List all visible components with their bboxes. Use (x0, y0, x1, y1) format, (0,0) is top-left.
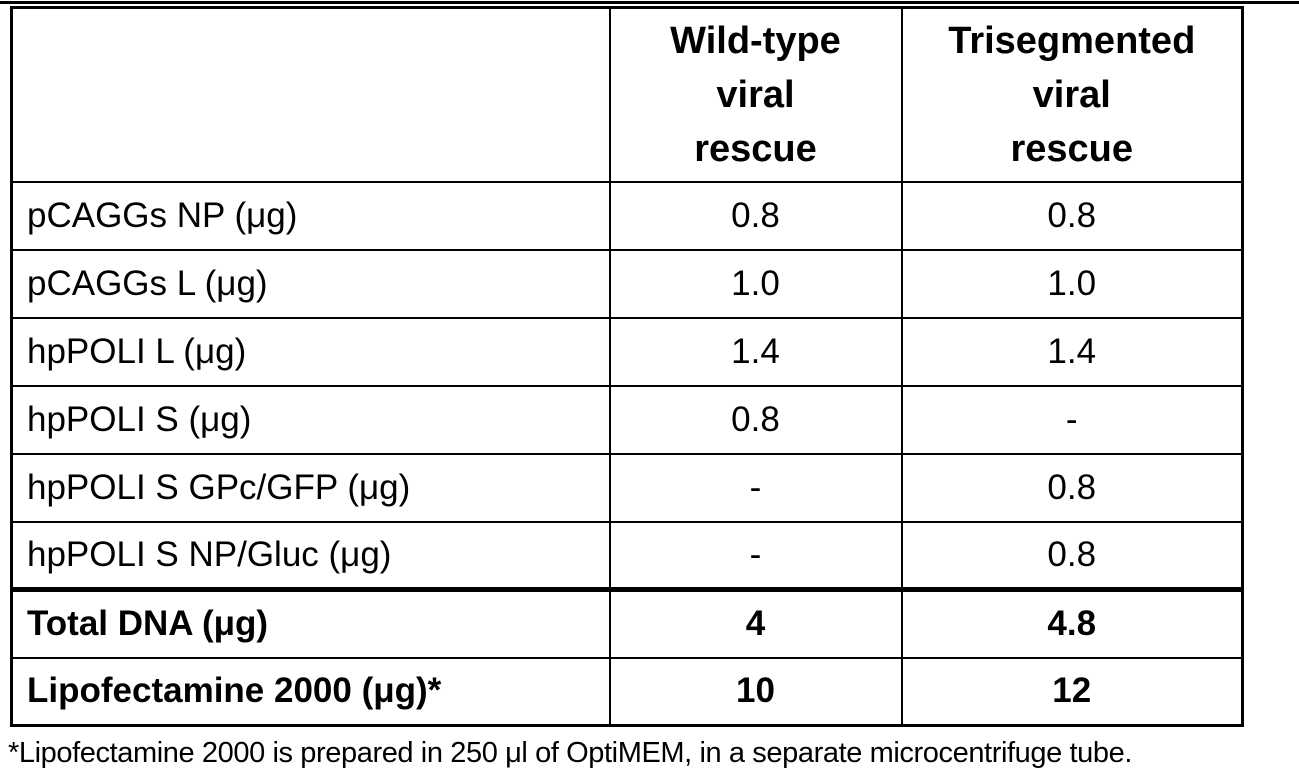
transfection-mix-table: Wild-type viral rescue Trisegmented vira… (10, 6, 1244, 727)
row-label: hpPOLI L (μg) (10, 316, 611, 387)
table-header-row: Wild-type viral rescue Trisegmented vira… (10, 6, 1244, 183)
header-line: rescue (1010, 127, 1134, 170)
table-row-total-dna: Total DNA (μg) 4 4.8 (10, 587, 1244, 659)
table-row-hppoli-s-np-gluc: hpPOLI S NP/Gluc (μg) - 0.8 (10, 520, 1244, 591)
header-line: Trisegmented (948, 19, 1196, 62)
table-row-pcaggs-np: pCAGGs NP (μg) 0.8 0.8 (10, 180, 1244, 251)
table-footnote: *Lipofectamine 2000 is prepared in 250 μ… (8, 737, 1133, 769)
wild-type-value: 0.8 (608, 384, 903, 455)
trisegmented-value: 0.8 (900, 520, 1244, 591)
header-line: viral (716, 73, 795, 116)
trisegmented-value: - (900, 384, 1244, 455)
trisegmented-value: 1.0 (900, 248, 1244, 319)
table-row-pcaggs-l: pCAGGs L (μg) 1.0 1.0 (10, 248, 1244, 319)
row-label: Total DNA (μg) (10, 587, 611, 659)
trisegmented-value: 0.8 (900, 180, 1244, 251)
wild-type-value: - (608, 452, 903, 523)
table-header-trisegmented: Trisegmented viral rescue (900, 6, 1244, 183)
table-row-hppoli-l: hpPOLI L (μg) 1.4 1.4 (10, 316, 1244, 387)
row-label: Lipofectamine 2000 (μg)* (10, 656, 611, 727)
wild-type-value: - (608, 520, 903, 591)
wild-type-value: 1.0 (608, 248, 903, 319)
header-line: Wild-type (670, 19, 841, 62)
top-rule-line (0, 1, 1299, 4)
row-label: hpPOLI S NP/Gluc (μg) (10, 520, 611, 591)
table-row-hppoli-s: hpPOLI S (μg) 0.8 - (10, 384, 1244, 455)
row-label: hpPOLI S (μg) (10, 384, 611, 455)
trisegmented-value: 1.4 (900, 316, 1244, 387)
table-row-hppoli-s-gpc-gfp: hpPOLI S GPc/GFP (μg) - 0.8 (10, 452, 1244, 523)
header-line: viral (1032, 73, 1111, 116)
trisegmented-value: 4.8 (900, 587, 1244, 659)
table-header-empty-cell (10, 6, 611, 183)
table-header-wild-type: Wild-type viral rescue (608, 6, 903, 183)
wild-type-value: 10 (608, 656, 903, 727)
trisegmented-value: 0.8 (900, 452, 1244, 523)
wild-type-value: 1.4 (608, 316, 903, 387)
wild-type-value: 0.8 (608, 180, 903, 251)
header-line: rescue (694, 127, 817, 170)
trisegmented-value: 12 (900, 656, 1244, 727)
row-label: pCAGGs L (μg) (10, 248, 611, 319)
wild-type-value: 4 (608, 587, 903, 659)
row-label: hpPOLI S GPc/GFP (μg) (10, 452, 611, 523)
table-row-lipofectamine: Lipofectamine 2000 (μg)* 10 12 (10, 656, 1244, 727)
row-label: pCAGGs NP (μg) (10, 180, 611, 251)
